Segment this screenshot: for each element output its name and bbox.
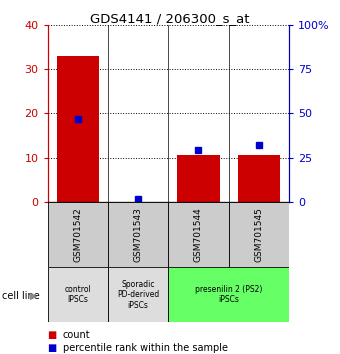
Text: cell line: cell line: [2, 291, 39, 301]
Bar: [57, 56, 99, 202]
FancyBboxPatch shape: [228, 202, 289, 267]
Bar: [177, 155, 220, 202]
Bar: [238, 155, 280, 202]
Text: count: count: [63, 330, 90, 339]
Text: GDS4141 / 206300_s_at: GDS4141 / 206300_s_at: [90, 12, 250, 25]
Text: percentile rank within the sample: percentile rank within the sample: [63, 343, 228, 353]
Text: GSM701542: GSM701542: [73, 207, 82, 262]
FancyBboxPatch shape: [168, 202, 228, 267]
FancyBboxPatch shape: [48, 267, 108, 322]
FancyBboxPatch shape: [48, 202, 108, 267]
Text: control
IPSCs: control IPSCs: [64, 285, 91, 304]
Text: Sporadic
PD-derived
iPSCs: Sporadic PD-derived iPSCs: [117, 280, 159, 310]
FancyBboxPatch shape: [168, 267, 289, 322]
Text: GSM701545: GSM701545: [254, 207, 263, 262]
FancyBboxPatch shape: [108, 267, 168, 322]
Text: GSM701544: GSM701544: [194, 207, 203, 262]
Text: presenilin 2 (PS2)
iPSCs: presenilin 2 (PS2) iPSCs: [195, 285, 262, 304]
Text: ■: ■: [48, 330, 57, 339]
Text: ■: ■: [48, 343, 57, 353]
Text: ▶: ▶: [30, 291, 38, 301]
FancyBboxPatch shape: [108, 202, 168, 267]
Text: GSM701543: GSM701543: [134, 207, 142, 262]
